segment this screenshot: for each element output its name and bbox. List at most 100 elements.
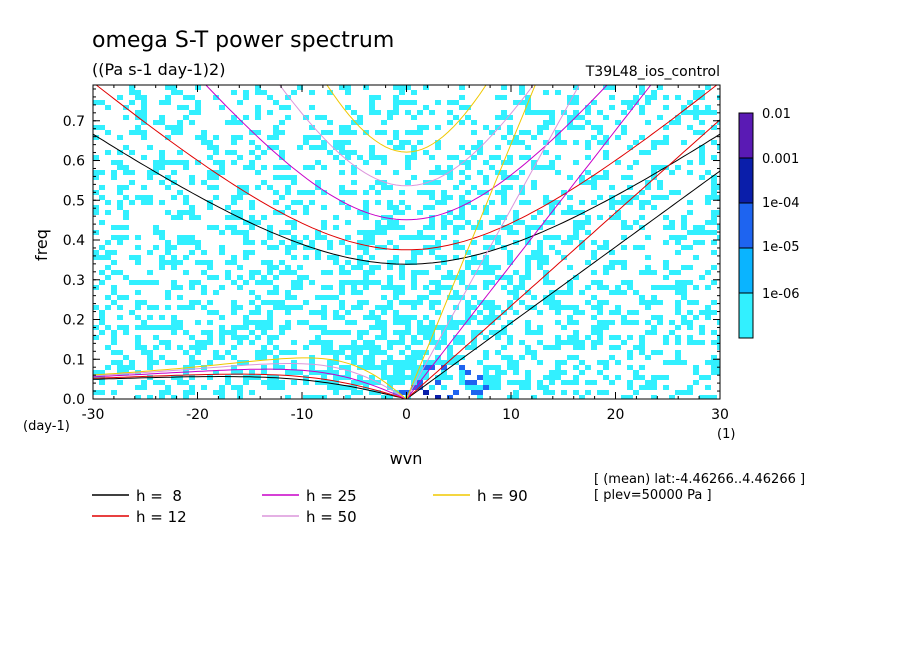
spectrum-cell xyxy=(429,305,435,310)
spectrum-cell xyxy=(357,330,363,335)
spectrum-cell xyxy=(111,285,117,290)
spectrum-cell xyxy=(429,215,435,220)
spectrum-cell xyxy=(711,220,717,225)
spectrum-cell xyxy=(657,285,663,290)
spectrum-cell xyxy=(423,360,429,365)
spectrum-cell xyxy=(687,160,693,165)
spectrum-cell xyxy=(285,175,291,180)
spectrum-cell xyxy=(669,235,675,240)
spectrum-cell xyxy=(639,215,645,220)
spectrum-cell xyxy=(171,315,177,320)
spectrum-cell xyxy=(285,230,291,235)
spectrum-cell xyxy=(441,235,447,240)
spectrum-cell xyxy=(525,375,531,380)
spectrum-cell xyxy=(369,315,375,320)
spectrum-cell xyxy=(105,265,111,270)
spectrum-cell xyxy=(489,330,495,335)
spectrum-cell xyxy=(321,235,327,240)
spectrum-cell xyxy=(495,240,501,245)
spectrum-cell xyxy=(549,380,555,385)
spectrum-cell xyxy=(375,220,381,225)
spectrum-cell xyxy=(711,190,717,195)
spectrum-cell xyxy=(717,340,720,345)
spectrum-cell xyxy=(627,365,633,370)
spectrum-cell xyxy=(279,130,285,135)
spectrum-cell xyxy=(147,280,153,285)
spectrum-cell xyxy=(675,390,681,395)
spectrum-cell xyxy=(327,385,333,390)
spectrum-cell xyxy=(345,220,351,225)
spectrum-cell xyxy=(717,335,720,340)
spectrum-cell xyxy=(459,380,465,385)
spectrum-cell xyxy=(459,160,465,165)
spectrum-cell xyxy=(231,385,237,390)
spectrum-cell xyxy=(393,100,399,105)
spectrum-cell xyxy=(537,360,543,365)
spectrum-cell xyxy=(687,170,693,175)
spectrum-cell xyxy=(393,285,399,290)
spectrum-cell xyxy=(189,355,195,360)
spectrum-cell xyxy=(633,95,639,100)
spectrum-cell xyxy=(483,270,489,275)
spectrum-cell xyxy=(711,365,717,370)
spectrum-cell xyxy=(621,290,627,295)
spectrum-cell xyxy=(555,90,561,95)
spectrum-cell xyxy=(261,240,267,245)
spectrum-cell xyxy=(243,220,249,225)
spectrum-cell xyxy=(279,155,285,160)
spectrum-cell xyxy=(243,255,249,260)
spectrum-cell xyxy=(117,270,123,275)
spectrum-cell xyxy=(459,120,465,125)
spectrum-cell xyxy=(471,145,477,150)
spectrum-cell xyxy=(663,215,669,220)
spectrum-cell xyxy=(189,345,195,350)
colorbar-label: 1e-04 xyxy=(762,196,800,211)
spectrum-cell xyxy=(579,395,585,399)
spectrum-cell xyxy=(513,100,519,105)
spectrum-cell xyxy=(135,325,141,330)
spectrum-cell xyxy=(267,320,273,325)
spectrum-cell xyxy=(147,325,153,330)
spectrum-cell xyxy=(609,310,615,315)
spectrum-cell xyxy=(543,275,549,280)
spectrum-cell xyxy=(483,210,489,215)
spectrum-cell xyxy=(99,125,105,130)
spectrum-cell xyxy=(507,340,513,345)
spectrum-cell xyxy=(249,160,255,165)
spectrum-cell xyxy=(675,115,681,120)
y-tick-label: 0.5 xyxy=(63,193,85,209)
spectrum-cell xyxy=(351,265,357,270)
spectrum-cell xyxy=(231,210,237,215)
spectrum-cell xyxy=(639,85,645,90)
spectrum-cell xyxy=(465,370,471,375)
spectrum-cell xyxy=(459,365,465,370)
spectrum-cell xyxy=(507,175,513,180)
spectrum-cell xyxy=(465,200,471,205)
spectrum-cell xyxy=(465,310,471,315)
spectrum-cell xyxy=(99,370,105,375)
spectrum-cell xyxy=(213,290,219,295)
spectrum-cell xyxy=(417,295,423,300)
spectrum-cell xyxy=(447,350,453,355)
spectrum-cell xyxy=(495,335,501,340)
spectrum-cell xyxy=(267,230,273,235)
spectrum-cell xyxy=(591,175,597,180)
spectrum-cell xyxy=(687,210,693,215)
spectrum-cell xyxy=(159,200,165,205)
spectrum-cell xyxy=(519,190,525,195)
spectrum-cell xyxy=(423,150,429,155)
spectrum-cell xyxy=(315,370,321,375)
spectrum-cell xyxy=(93,175,99,180)
spectrum-cell xyxy=(171,255,177,260)
spectrum-cell xyxy=(369,105,375,110)
spectrum-cell xyxy=(591,345,597,350)
spectrum-cell xyxy=(639,340,645,345)
spectrum-cell xyxy=(93,170,99,175)
spectrum-cell xyxy=(375,320,381,325)
spectrum-cell xyxy=(609,105,615,110)
spectrum-cell xyxy=(489,385,495,390)
spectrum-cell xyxy=(423,390,429,395)
spectrum-cell xyxy=(273,385,279,390)
spectrum-cell xyxy=(285,250,291,255)
